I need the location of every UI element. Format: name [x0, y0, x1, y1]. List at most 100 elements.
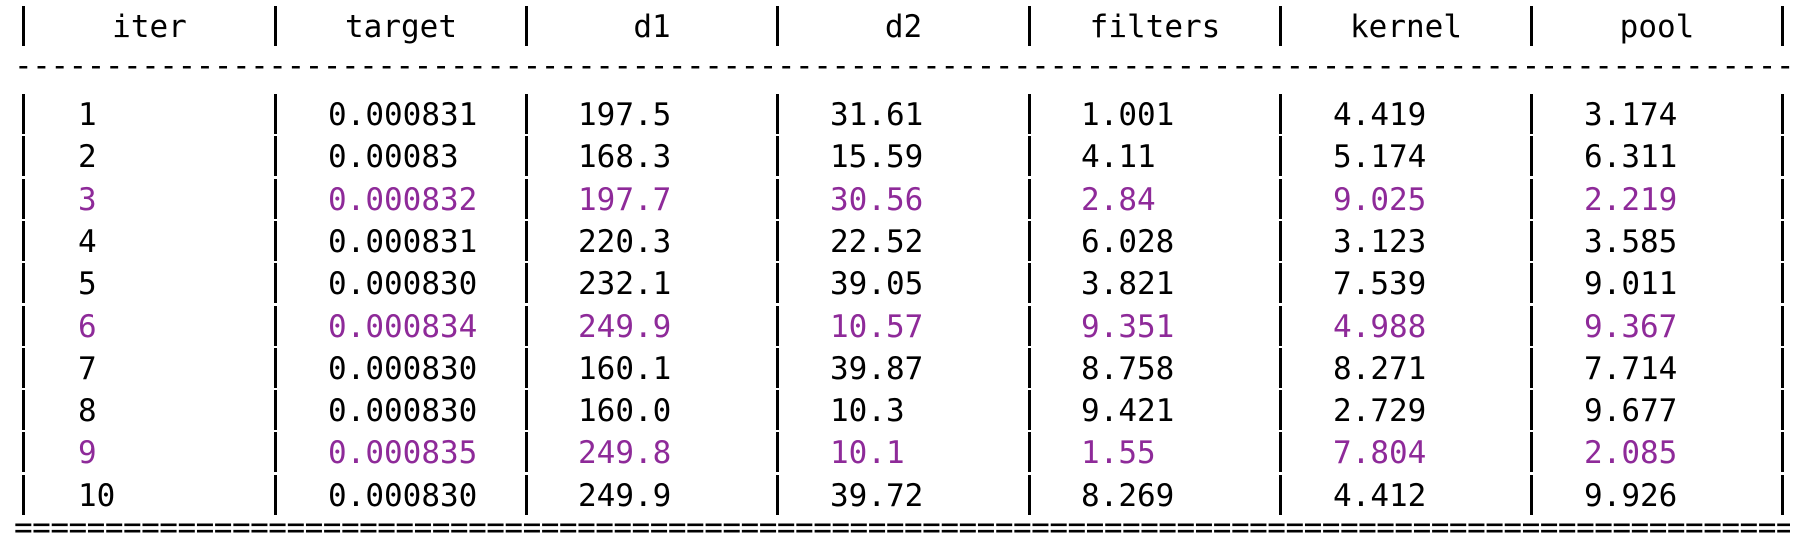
column-separator — [22, 347, 25, 388]
column-separator — [1028, 94, 1031, 134]
table-row: 2 0.00083 168.3 15.59 4.11 5.174 6.311 — [0, 136, 1800, 178]
column-separator — [22, 136, 25, 177]
column-separator — [1028, 136, 1031, 177]
column-separator — [1279, 6, 1282, 46]
column-separator — [1028, 432, 1031, 473]
column-separator — [274, 220, 277, 261]
table-cell-kernel: 7.539 — [1333, 266, 1427, 303]
table-cell-d2: 10.1 — [830, 435, 905, 472]
column-separator — [1530, 263, 1533, 304]
column-separator — [776, 347, 779, 388]
column-separator — [1028, 220, 1031, 261]
table-cell-kernel: 4.988 — [1333, 308, 1427, 345]
table-cell-kernel: 7.804 — [1333, 435, 1427, 472]
table-cell-filters: 3.821 — [1081, 266, 1175, 303]
header-d2: d2 — [884, 9, 923, 45]
column-separator — [274, 474, 277, 515]
column-separator — [1530, 178, 1533, 219]
column-separator — [1028, 6, 1031, 46]
table-cell-target: 0.000835 — [328, 435, 478, 472]
column-separator — [274, 263, 277, 304]
table-cell-d2: 10.3 — [830, 393, 905, 430]
column-separator — [1279, 432, 1282, 473]
column-separator — [1279, 94, 1282, 134]
table-cell-d2: 31.61 — [830, 97, 924, 133]
table-cell-d1: 197.5 — [578, 97, 672, 133]
table-cell-filters: 1.001 — [1081, 97, 1175, 133]
table-row: 7 0.000830 160.1 39.87 8.758 8.271 7.714 — [0, 347, 1800, 390]
column-separator — [1530, 432, 1533, 473]
table-cell-filters: 8.269 — [1081, 477, 1175, 514]
column-separator — [274, 305, 277, 346]
table-cell-d1: 160.0 — [578, 393, 672, 430]
column-separator — [1781, 263, 1784, 304]
table-row: 8 0.000830 160.0 10.3 9.421 2.729 9.677 — [0, 390, 1800, 432]
column-separator — [22, 305, 25, 346]
column-separator — [525, 474, 528, 515]
column-separator — [1530, 136, 1533, 177]
table-footer-rule: ========================================… — [14, 510, 1790, 546]
header-pool: pool — [1619, 9, 1695, 45]
column-separator — [1781, 390, 1784, 431]
table-cell-kernel: 4.412 — [1333, 477, 1427, 514]
column-separator — [1530, 6, 1533, 46]
table-cell-target: 0.000830 — [328, 477, 478, 514]
column-separator — [22, 390, 25, 431]
table-cell-d1: 197.7 — [578, 181, 672, 218]
table-cell-filters: 8.758 — [1081, 350, 1175, 387]
table-header-row: iter target d1 d2 filters kernel pool — [0, 6, 1800, 48]
column-separator — [22, 432, 25, 473]
column-separator — [1781, 432, 1784, 473]
column-separator — [1530, 94, 1533, 134]
table-cell-iter: 8 — [78, 393, 97, 430]
column-separator — [525, 6, 528, 46]
table-cell-pool: 9.926 — [1584, 477, 1678, 514]
column-separator — [1279, 347, 1282, 388]
table-cell-iter: 6 — [78, 308, 97, 345]
table-row: 1 0.000831 197.5 31.61 1.001 4.419 3.174 — [0, 94, 1800, 136]
table-row: 10 0.000830 249.9 39.72 8.269 4.412 9.926 — [0, 474, 1800, 517]
table-cell-iter: 2 — [78, 139, 97, 176]
table-cell-d1: 249.9 — [578, 477, 672, 514]
header-separator-rule: ----------------------------------------… — [14, 48, 1790, 84]
column-separator — [776, 474, 779, 515]
table-cell-pool: 3.174 — [1584, 97, 1678, 133]
column-separator — [1781, 347, 1784, 388]
table-cell-iter: 9 — [78, 435, 97, 472]
table-cell-pool: 9.677 — [1584, 393, 1678, 430]
column-separator — [1781, 94, 1784, 134]
column-separator — [525, 390, 528, 431]
column-separator — [776, 94, 779, 134]
table-cell-d2: 39.87 — [830, 350, 924, 387]
table-row: 4 0.000831 220.3 22.52 6.028 3.123 3.585 — [0, 220, 1800, 263]
column-separator — [1781, 474, 1784, 515]
column-separator — [1028, 390, 1031, 431]
table-cell-d1: 249.9 — [578, 308, 672, 345]
column-separator — [776, 178, 779, 219]
column-separator — [1781, 305, 1784, 346]
table-cell-filters: 6.028 — [1081, 223, 1175, 260]
table-cell-target: 0.00083 — [328, 139, 459, 176]
table-cell-iter: 5 — [78, 266, 97, 303]
table-cell-kernel: 8.271 — [1333, 350, 1427, 387]
column-separator — [1028, 305, 1031, 346]
column-separator — [22, 178, 25, 219]
column-separator — [1028, 263, 1031, 304]
table-cell-target: 0.000832 — [328, 181, 478, 218]
column-separator — [776, 220, 779, 261]
column-separator — [525, 220, 528, 261]
table-row: 6 0.000834 249.9 10.57 9.351 4.988 9.367 — [0, 305, 1800, 348]
header-filters: filters — [1089, 9, 1221, 45]
table-row: 9 0.000835 249.8 10.1 1.55 7.804 2.085 — [0, 432, 1800, 474]
table-cell-target: 0.000830 — [328, 350, 478, 387]
table-cell-kernel: 3.123 — [1333, 223, 1427, 260]
column-separator — [22, 94, 25, 134]
table-cell-kernel: 4.419 — [1333, 97, 1427, 133]
column-separator — [1530, 305, 1533, 346]
column-separator — [1530, 474, 1533, 515]
column-separator — [1530, 390, 1533, 431]
column-separator — [1781, 178, 1784, 219]
column-separator — [776, 136, 779, 177]
column-separator — [525, 94, 528, 134]
